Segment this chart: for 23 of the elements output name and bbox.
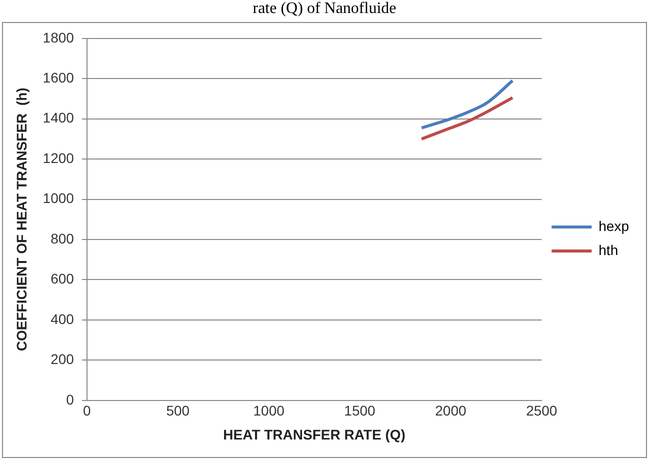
- x-tick-label: 2000: [435, 402, 466, 419]
- x-tick-label: 1000: [253, 402, 285, 419]
- y-tick-label: 0: [66, 391, 74, 408]
- y-tick-label: 200: [50, 351, 74, 368]
- y-tick-label: 600: [50, 270, 74, 287]
- y-tick-label: 800: [50, 230, 74, 246]
- x-tick-label: 1500: [344, 402, 376, 419]
- legend-label: hexp: [598, 218, 630, 234]
- line-series: [420, 96, 514, 140]
- y-tick-label: 400: [50, 310, 74, 327]
- y-tick-label: 1200: [42, 150, 74, 166]
- chart-title: rate (Q) of Nanofluide: [252, 0, 398, 18]
- x-tick-label: 0: [83, 402, 92, 419]
- y-tick-label: 1600: [42, 69, 74, 86]
- legend-label: hth: [598, 242, 618, 258]
- x-tick-label: 2500: [526, 402, 558, 419]
- y-tick-label: 1400: [42, 110, 74, 126]
- y-tick-label: 1000: [42, 190, 74, 206]
- x-axis-title: HEAT TRANSFER RATE (Q): [223, 426, 406, 442]
- x-tick-label: 500: [166, 402, 190, 419]
- line-series: [420, 79, 514, 130]
- y-tick-label: 1800: [42, 29, 74, 46]
- y-axis-title: COEFFICIENT OF HEAT TRANSFER (h): [13, 88, 30, 352]
